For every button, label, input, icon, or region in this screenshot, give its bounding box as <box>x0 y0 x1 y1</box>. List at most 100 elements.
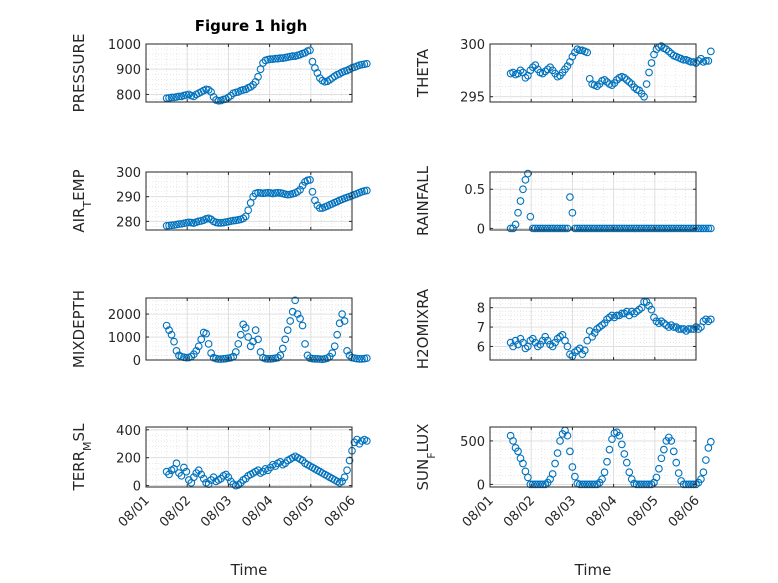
rainfall-data-point <box>640 224 648 233</box>
rainfall-y-axis-label: RAINFALL <box>414 165 432 236</box>
rainfall-data-point <box>528 224 537 233</box>
mixdepth-data-point <box>273 353 282 362</box>
sun_flux-data-point <box>697 475 705 484</box>
x-tick-label: 08/01 <box>116 493 153 530</box>
air_temp-data-point <box>244 206 253 215</box>
rainfall-data-point <box>642 224 651 233</box>
rainfall-data-point <box>689 224 698 233</box>
sun_flux-data-point <box>632 480 641 489</box>
y-tick-label: 2000 <box>108 308 141 323</box>
sun_flux-data-point <box>605 445 614 454</box>
x-axis-label: Time <box>230 561 268 579</box>
mixdepth-data-point <box>288 307 297 316</box>
rainfall-data-point <box>600 224 609 233</box>
sun_flux-data-point <box>598 475 606 484</box>
y-tick-label: 800 <box>116 88 141 103</box>
air_temp-data-point <box>264 188 272 197</box>
air_temp-data-point <box>261 189 270 197</box>
mixdepth-data-point <box>328 349 337 357</box>
figure-title: Figure 1 high <box>195 17 308 35</box>
air_temp-data-point <box>162 221 171 230</box>
x-axis-label: Time <box>574 561 612 579</box>
theta-data-point <box>702 57 710 65</box>
rainfall-data-point <box>672 224 681 233</box>
terr_msl-data-point <box>234 481 243 489</box>
h2omixra-data-point <box>650 313 658 322</box>
theta-y-axis-label: THETA <box>414 48 432 98</box>
sun_flux-data-point <box>551 459 559 468</box>
pressure-data-point <box>288 52 297 60</box>
theta-data-point <box>679 55 688 64</box>
air_temp-axes-box <box>145 171 353 231</box>
mixdepth-data-point <box>170 337 178 346</box>
terr_msl-panel: 0 200 400 08/01 08/02 08/03 08/04 08/05 08/06 Tim… <box>116 424 371 579</box>
rainfall-data-point <box>516 197 525 205</box>
theta-data-point <box>541 67 550 76</box>
mixdepth-data-point <box>296 314 304 323</box>
rainfall-data-point <box>538 224 547 233</box>
sun_flux-data-point <box>585 480 594 489</box>
theta-data-point <box>625 78 634 86</box>
rainfall-data-point <box>684 224 693 233</box>
terr_msl-data-point <box>177 471 186 480</box>
h2omixra-data-point <box>657 317 666 326</box>
h2omixra-data-point <box>556 332 564 341</box>
theta-data-point <box>647 59 656 67</box>
y-tick-label: 1000 <box>108 38 141 53</box>
mixdepth-data-point <box>301 340 309 348</box>
theta-data-point <box>563 62 572 70</box>
rainfall-data-point <box>632 224 641 233</box>
h2omixra-data-point <box>625 311 634 320</box>
pressure-y-axis-label: PRESSURE <box>70 34 88 113</box>
rainfall-data-point <box>519 185 527 194</box>
rainfall-data-point <box>615 224 624 233</box>
h2omixra-data-point <box>566 350 574 359</box>
mixdepth-data-point <box>182 353 191 362</box>
theta-data-point <box>662 45 671 54</box>
mixdepth-data-point <box>308 354 317 363</box>
terr_msl-data-point <box>189 473 198 482</box>
mixdepth-data-point <box>254 335 262 344</box>
theta-data-point <box>593 82 601 91</box>
x-tick-label: 08/04 <box>583 493 620 530</box>
air_temp-data-point <box>165 221 173 230</box>
terr_msl-data-point <box>197 470 206 479</box>
h2omixra-data-point <box>526 336 535 345</box>
h2omixra-data-point <box>600 319 609 328</box>
mixdepth-data-point <box>340 317 349 325</box>
sun_flux-data-point <box>679 480 688 489</box>
rainfall-data-point <box>627 224 636 233</box>
x-tick-label: 08/05 <box>625 493 662 530</box>
y-tick-label: 0 <box>133 354 141 369</box>
rainfall-data-point <box>620 224 629 233</box>
mixdepth-data-point <box>362 354 371 363</box>
mixdepth-data-point <box>335 319 344 328</box>
sun_flux-data-point <box>533 480 542 489</box>
h2omixra-data-point <box>667 321 676 329</box>
rainfall-data-point <box>558 224 567 233</box>
air_temp-data-point <box>259 189 267 198</box>
h2omixra-data-point <box>593 325 601 333</box>
mixdepth-data-point <box>172 346 181 355</box>
h2omixra-data-point <box>647 305 656 314</box>
rainfall-data-point <box>704 224 713 233</box>
h2omixra-data-point <box>605 313 614 322</box>
pressure-data-point <box>308 57 317 66</box>
mixdepth-data-point <box>234 340 243 348</box>
theta-data-point <box>642 80 651 88</box>
theta-data-point <box>694 57 703 65</box>
h2omixra-data-point <box>622 307 631 316</box>
mixdepth-data-point <box>194 342 203 351</box>
y-tick-label: 7 <box>477 321 485 336</box>
terr_msl-data-point <box>194 466 203 475</box>
sun_flux-data-point <box>615 431 624 440</box>
rainfall-data-point <box>702 224 710 233</box>
mixdepth-data-point <box>286 317 295 325</box>
theta-data-point <box>575 46 584 55</box>
terr_msl-axes-box <box>145 426 353 488</box>
y-tick-label: 900 <box>116 63 141 78</box>
x-tick-label: 08/04 <box>239 493 276 530</box>
air_temp-data-point <box>316 204 324 212</box>
pressure-data-point <box>362 59 371 68</box>
y-tick-label: 280 <box>116 215 141 230</box>
